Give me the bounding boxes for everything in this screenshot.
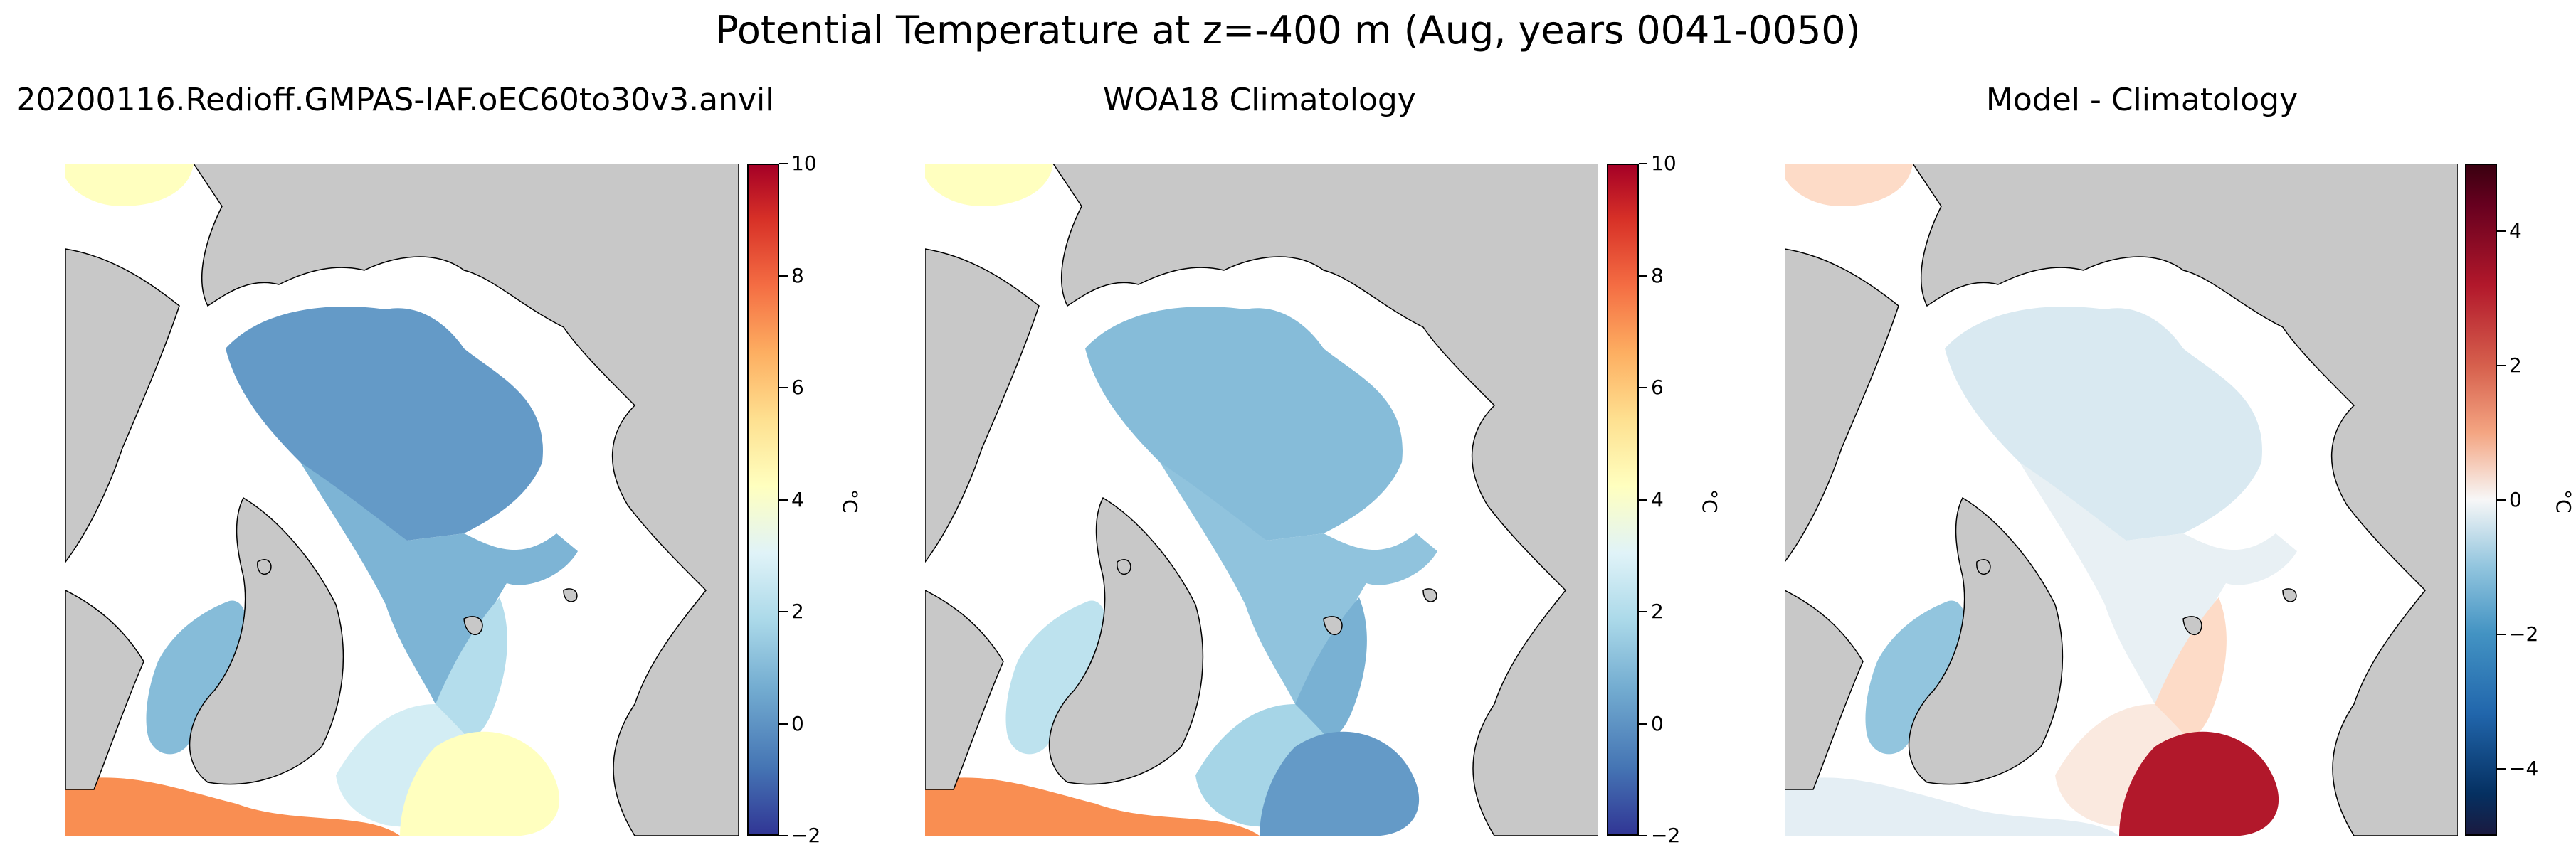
colorbar-unit-difference: °C (2552, 489, 2575, 514)
island (1117, 559, 1131, 575)
island (1976, 559, 1991, 575)
colorbar-tick-mark (2497, 230, 2506, 232)
map-panel-difference (1785, 164, 2458, 836)
region-canada-basin (1085, 306, 1403, 541)
colorbar-tick-mark (1639, 387, 1647, 388)
region-north-pacific (925, 164, 1053, 206)
colorbar-unit-model: °C (838, 489, 862, 514)
colorbar-difference (2465, 164, 2497, 836)
colorbar-tick-label: −2 (791, 824, 821, 847)
land-mass (925, 248, 1040, 563)
map-panel-climatology (925, 164, 1598, 836)
colorbar-tick-label: 0 (791, 711, 804, 735)
colorbar-tick-mark (1639, 723, 1647, 725)
region-north-atlantic (925, 777, 1260, 836)
region-nordic-seas (2119, 731, 2279, 836)
region-north-pacific (1785, 164, 1913, 206)
island (1323, 616, 1343, 636)
island (2182, 616, 2202, 636)
colorbar-tick-mark (779, 499, 788, 501)
region-canada-basin (1945, 306, 2262, 541)
colorbar-climatology (1607, 164, 1639, 836)
colorbar-tick-mark (1639, 275, 1647, 277)
colorbar-tick-mark (779, 611, 788, 612)
colorbar-tick-mark (1639, 499, 1647, 501)
colorbar-tick-mark (779, 163, 788, 164)
land-mass (65, 164, 739, 836)
region-north-atlantic (1785, 777, 2119, 836)
colorbar-tick-mark (2497, 633, 2506, 635)
colorbar-tick-label: −2 (1651, 824, 1681, 847)
region-eurasian-basin (2020, 462, 2297, 704)
colorbar-tick-label: −4 (2509, 756, 2539, 780)
map-svg-climatology (925, 164, 1598, 836)
colorbar-tick-mark (1639, 835, 1647, 836)
region-canada-basin (226, 306, 543, 541)
colorbar-tick-label: −2 (2509, 622, 2539, 646)
colorbar-tick-label: 4 (1651, 487, 1664, 511)
land-mass (1785, 248, 1899, 563)
land-mass (65, 248, 180, 563)
land-mass (65, 590, 144, 790)
colorbar-tick-mark (2497, 499, 2506, 501)
colorbar-model (747, 164, 779, 836)
land-mass (1785, 590, 1864, 790)
island (257, 559, 272, 575)
colorbar-tick-mark (779, 835, 788, 836)
map-panel-model (65, 164, 739, 836)
colorbar-tick-label: 2 (2509, 353, 2522, 377)
colorbar-tick-label: 4 (791, 487, 804, 511)
colorbar-tick-mark (779, 723, 788, 725)
region-fram-strait (436, 597, 507, 740)
region-fram-strait (1295, 597, 1367, 740)
panel-title-model: 20200116.Redioff.GMPAS-IAF.oEC60to30v3.a… (16, 82, 774, 118)
region-fram-strait (2155, 597, 2227, 740)
colorbar-tick-label: 2 (791, 600, 804, 623)
region-nordic-seas (400, 731, 560, 836)
island (563, 588, 578, 602)
region-baffin-bay (1005, 600, 1107, 755)
region-eurasian-basin (1160, 462, 1437, 704)
colorbar-tick-mark (2497, 767, 2506, 770)
colorbar-tick-label: 10 (1651, 151, 1677, 175)
island (2282, 588, 2297, 602)
colorbar-tick-label: 4 (2509, 218, 2522, 243)
colorbar-unit-climatology: °C (1698, 489, 1721, 514)
colorbar-tick-mark (2497, 364, 2506, 366)
panel-title-difference: Model - Climatology (1985, 82, 2298, 118)
colorbar-tick-mark (1639, 163, 1647, 164)
colorbar-tick-label: 10 (791, 151, 817, 175)
colorbar-tick-mark (779, 387, 788, 388)
land-mass (1048, 496, 1204, 785)
region-eurasian-basin (300, 462, 578, 704)
region-baffin-bay (146, 600, 247, 755)
map-svg-model (65, 164, 739, 836)
colorbar-tick-mark (1639, 611, 1647, 612)
colorbar-tick-label: 2 (1651, 600, 1664, 623)
island (1422, 588, 1437, 602)
colorbar-tick-label: 8 (1651, 263, 1664, 287)
land-mass (925, 164, 1598, 836)
colorbar-tick-label: 0 (2509, 487, 2522, 511)
island (463, 616, 483, 636)
region-nordic-seas (1260, 731, 1420, 836)
colorbar-tick-mark (779, 275, 788, 277)
panel-title-climatology: WOA18 Climatology (1103, 82, 1416, 118)
colorbar-tick-label: 8 (791, 263, 804, 287)
figure-suptitle: Potential Temperature at z=-400 m (Aug, … (715, 8, 1861, 53)
map-svg-difference (1785, 164, 2458, 836)
colorbar-tick-label: 6 (1651, 376, 1664, 399)
colorbar-tick-label: 6 (791, 376, 804, 399)
land-mass (1908, 496, 2064, 785)
region-north-atlantic (65, 777, 400, 836)
region-baffin-bay (1865, 600, 1966, 755)
land-mass (1785, 164, 2458, 836)
land-mass (189, 496, 344, 785)
land-mass (925, 590, 1004, 790)
colorbar-tick-label: 0 (1651, 711, 1664, 735)
region-north-pacific (65, 164, 194, 206)
